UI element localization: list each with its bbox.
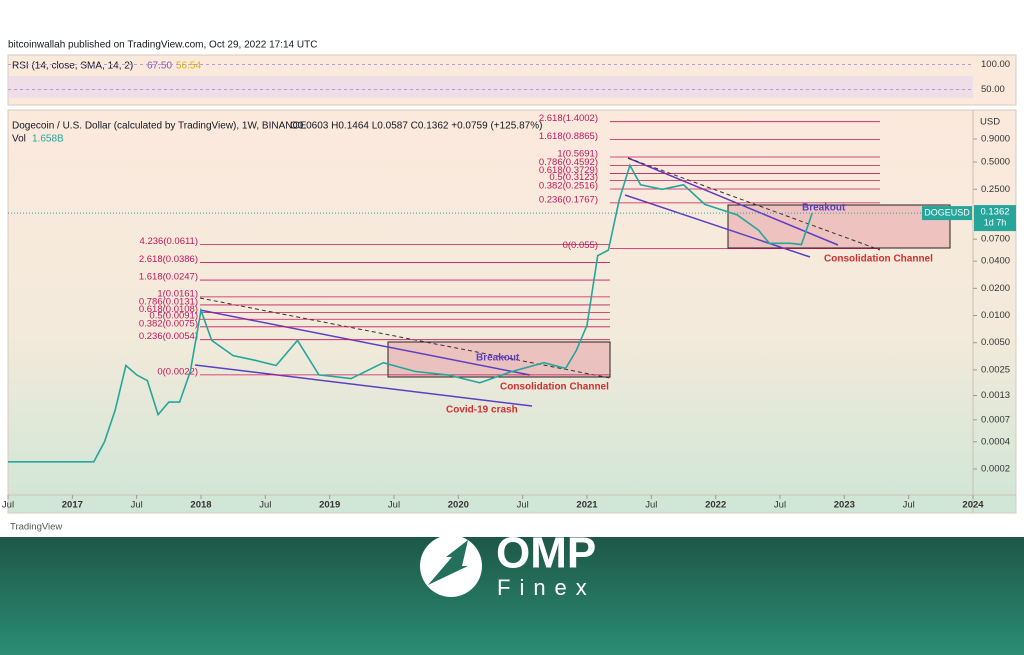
trend-line bbox=[194, 364, 533, 407]
price-line bbox=[8, 163, 813, 463]
fib-label: 0.236(0.0054) bbox=[139, 331, 198, 342]
fib-label: 0.236(0.1767) bbox=[539, 194, 598, 205]
annotation-consolidation: Consolidation Channel bbox=[824, 254, 933, 265]
tradingview-brand: TradingView bbox=[10, 522, 62, 533]
x-tick-label: Jul bbox=[645, 500, 657, 511]
y-tick-label: 0.0400 bbox=[981, 256, 1010, 267]
fib-label: 0.382(0.2516) bbox=[539, 181, 598, 192]
fib-label: 1.618(0.0247) bbox=[139, 272, 198, 283]
footer-band bbox=[0, 537, 1024, 655]
x-tick-label: Jul bbox=[903, 500, 915, 511]
x-tick-label: 2021 bbox=[576, 500, 598, 511]
y-tick-label: 0.9000 bbox=[981, 134, 1010, 145]
rsi-label: RSI (14, close, SMA, 14, 2) bbox=[12, 61, 133, 72]
trend-line bbox=[199, 309, 531, 376]
x-tick-label: 2018 bbox=[190, 500, 211, 511]
x-tick-label: 2020 bbox=[448, 500, 469, 511]
symbol-tag bbox=[922, 206, 972, 221]
x-tick-label: 2022 bbox=[705, 500, 726, 511]
rsi-band bbox=[8, 76, 973, 98]
drawings bbox=[194, 157, 951, 407]
fib-label: 1.618(0.8865) bbox=[539, 131, 598, 142]
x-tick-label: Jul bbox=[2, 500, 14, 511]
y-tick-label: 0.0013 bbox=[981, 390, 1010, 401]
trend-line bbox=[624, 194, 811, 258]
y-tick-label: 0.0025 bbox=[981, 364, 1010, 375]
y-axis-label: USD bbox=[980, 117, 1000, 128]
fib-label: 0(0.0022) bbox=[157, 366, 198, 377]
brand-sub: Finex bbox=[497, 575, 596, 600]
x-tick-label: 2019 bbox=[319, 500, 340, 511]
price-tag bbox=[974, 205, 1016, 232]
y-tick-label: 0.0004 bbox=[981, 436, 1010, 447]
y-tick-label: 0.0100 bbox=[981, 310, 1010, 321]
y-tick-label: 0.0050 bbox=[981, 337, 1010, 348]
x-tick-label: 2023 bbox=[834, 500, 855, 511]
rsi-tick-label: 100.00 bbox=[981, 59, 1010, 70]
x-tick-label: 2024 bbox=[962, 500, 984, 511]
y-tick-label: 0.5000 bbox=[981, 157, 1010, 168]
annotation-breakout: Breakout bbox=[802, 203, 846, 214]
y-tick-label: 0.0002 bbox=[981, 463, 1010, 474]
fib-label: 1(0.5691) bbox=[557, 149, 598, 160]
countdown-label: 1d 7h bbox=[984, 217, 1007, 227]
rsi-value: 67.50 bbox=[147, 61, 172, 72]
annotation-covid: Covid-19 crash bbox=[446, 405, 518, 416]
ohlc: O0.0603 H0.1464 L0.0587 C0.1362 +0.0759 … bbox=[290, 121, 542, 132]
plot: 4.236(0.0611) 2.618(0.0386) 1.618(0.0247) 1… bbox=[8, 113, 880, 463]
x-tick-label: Jul bbox=[517, 500, 529, 511]
brand-name: OMP bbox=[496, 529, 596, 578]
rsi-sma: 56.54 bbox=[176, 61, 201, 72]
fib-label: 0(0.055) bbox=[563, 240, 598, 251]
symbol-title: Dogecoin / U.S. Dollar (calculated by Tr… bbox=[12, 121, 307, 132]
y-tick-label: 0.0200 bbox=[981, 283, 1010, 294]
price-tag-label: 0.1362 bbox=[980, 207, 1009, 218]
fib-label: 2.618(0.0386) bbox=[139, 254, 198, 265]
fib-label: 4.236(0.0611) bbox=[140, 236, 198, 247]
volume-label: Vol bbox=[12, 134, 26, 145]
fib-label: 0.5(0.3123) bbox=[549, 172, 598, 183]
x-tick-label: Jul bbox=[259, 500, 271, 511]
y-tick-label: 0.2500 bbox=[981, 184, 1010, 195]
x-tick-label: 2017 bbox=[62, 500, 83, 511]
fib-label: 2.618(1.4002) bbox=[539, 113, 598, 124]
trend-line bbox=[627, 157, 839, 246]
header: bitcoinwallah published on TradingView.c… bbox=[8, 40, 317, 51]
x-tick-label: Jul bbox=[388, 500, 400, 511]
volume-value: 1.658B bbox=[32, 134, 64, 145]
x-tick-label: Jul bbox=[131, 500, 143, 511]
x-tick-label: Jul bbox=[774, 500, 786, 511]
brand-logo bbox=[420, 535, 482, 597]
fib-label: 0.5(0.0091) bbox=[149, 311, 198, 322]
logo-mark bbox=[428, 540, 468, 585]
annotation-consolidation: Consolidation Channel bbox=[500, 382, 609, 393]
annotation-breakout: Breakout bbox=[476, 353, 520, 364]
fib-label: 0.618(0.0108) bbox=[139, 304, 198, 315]
fib-label: 0.786(0.4592) bbox=[539, 157, 598, 168]
y-tick-label: 0.0700 bbox=[981, 234, 1010, 245]
fib-label: 0.786(0.0131) bbox=[139, 296, 198, 307]
consolidation-box bbox=[727, 204, 951, 249]
y-tick-label: 0.0007 bbox=[981, 414, 1010, 425]
fib-label: 1(0.0161) bbox=[157, 288, 198, 299]
rsi-tick-label: 50.00 bbox=[981, 84, 1005, 95]
fib-label: 0.382(0.0075) bbox=[139, 318, 198, 329]
main-panel bbox=[7, 109, 1017, 514]
symbol-tag-label: DOGEUSD bbox=[924, 207, 970, 217]
fib-label: 0.618(0.3729) bbox=[539, 165, 598, 176]
